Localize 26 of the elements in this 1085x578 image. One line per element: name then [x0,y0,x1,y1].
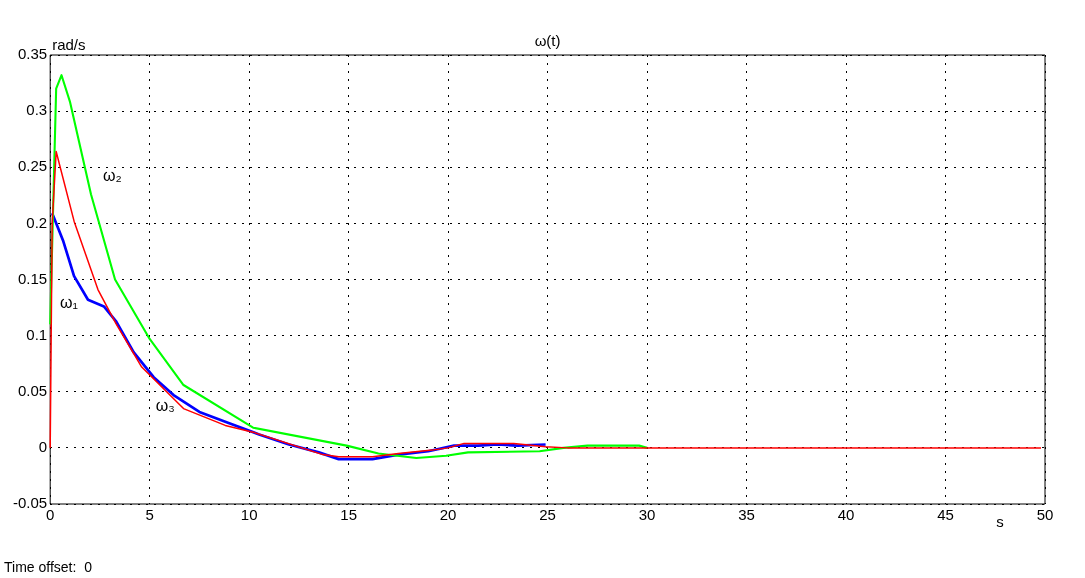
x-tick-label: 35 [738,506,755,524]
y-tick-label: -0.05 [12,494,48,512]
x-tick-label: 10 [240,506,258,524]
x-tick-label: 5 [145,506,154,524]
series-label: ω₂ [102,166,122,184]
series-label: ω₁ [59,294,78,312]
y-tick-label: 0.25 [17,157,48,175]
series-label: ω₃ [155,397,175,415]
x-axis-title: s [996,512,1004,530]
y-tick-label: 0 [38,438,48,456]
y-axis-title: rad/s [52,35,86,53]
x-tick-label: 40 [837,506,855,524]
y-tick-label: 0.3 [26,101,48,119]
text: Time offset: 0 [4,558,93,575]
x-tick-label: 30 [638,506,656,524]
y-tick-label: 0.05 [17,381,48,399]
x-tick-label: 15 [340,506,357,524]
y-tick-label: 0.2 [26,213,48,231]
y-tick-label: 0.1 [26,325,48,343]
chart-title: ω(t) [534,31,561,49]
x-tick-label: 50 [1036,506,1054,524]
y-tick-label: 0.15 [17,269,48,287]
x-tick-label: 20 [439,506,457,524]
y-tick-label: 0.35 [17,45,48,63]
x-tick-label: 45 [937,506,954,524]
x-tick-label: 25 [539,506,556,524]
